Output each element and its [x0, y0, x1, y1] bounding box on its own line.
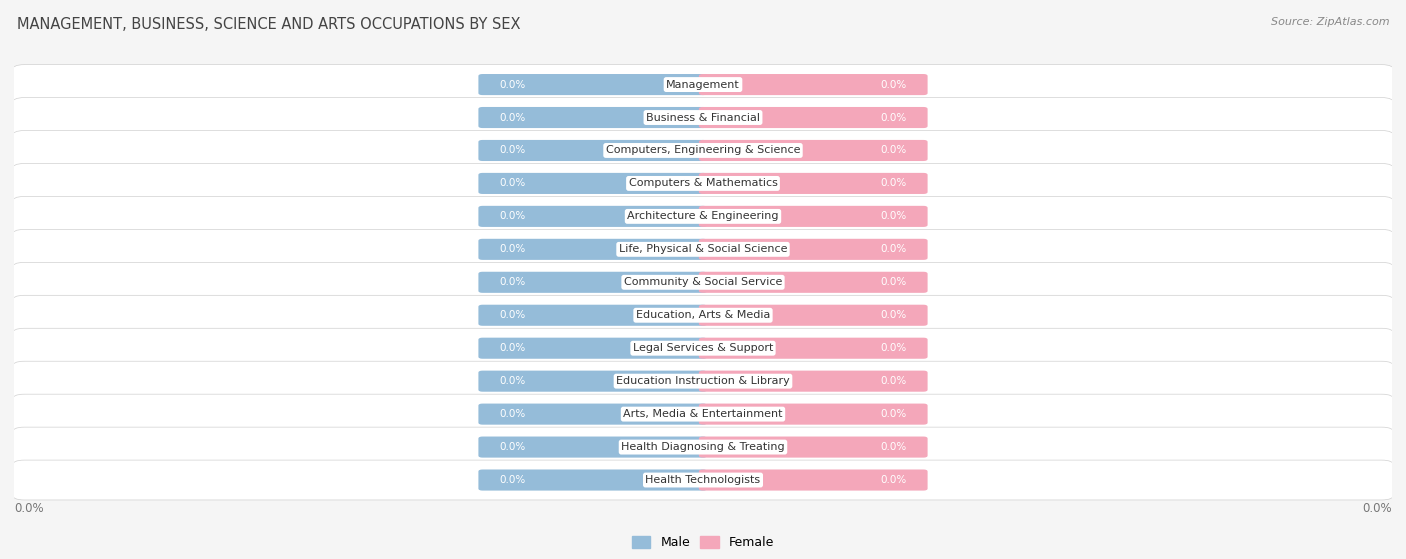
Text: Computers, Engineering & Science: Computers, Engineering & Science — [606, 145, 800, 155]
Text: 0.0%: 0.0% — [499, 442, 526, 452]
Text: MANAGEMENT, BUSINESS, SCIENCE AND ARTS OCCUPATIONS BY SEX: MANAGEMENT, BUSINESS, SCIENCE AND ARTS O… — [17, 17, 520, 32]
Legend: Male, Female: Male, Female — [627, 531, 779, 555]
Text: 0.0%: 0.0% — [880, 343, 907, 353]
FancyBboxPatch shape — [13, 262, 1393, 302]
Text: 0.0%: 0.0% — [499, 310, 526, 320]
Text: Business & Financial: Business & Financial — [645, 112, 761, 122]
FancyBboxPatch shape — [699, 404, 928, 425]
Text: Health Diagnosing & Treating: Health Diagnosing & Treating — [621, 442, 785, 452]
FancyBboxPatch shape — [699, 206, 928, 227]
FancyBboxPatch shape — [13, 163, 1393, 203]
Text: 0.0%: 0.0% — [1362, 503, 1392, 515]
Text: Health Technologists: Health Technologists — [645, 475, 761, 485]
Text: 0.0%: 0.0% — [499, 409, 526, 419]
Text: 0.0%: 0.0% — [880, 112, 907, 122]
Text: 0.0%: 0.0% — [499, 145, 526, 155]
FancyBboxPatch shape — [699, 272, 928, 293]
Text: 0.0%: 0.0% — [499, 211, 526, 221]
Text: 0.0%: 0.0% — [499, 376, 526, 386]
FancyBboxPatch shape — [699, 140, 928, 161]
Text: 0.0%: 0.0% — [880, 178, 907, 188]
Text: 0.0%: 0.0% — [499, 343, 526, 353]
FancyBboxPatch shape — [478, 140, 707, 161]
Text: Education Instruction & Library: Education Instruction & Library — [616, 376, 790, 386]
Text: 0.0%: 0.0% — [499, 475, 526, 485]
Text: 0.0%: 0.0% — [880, 409, 907, 419]
FancyBboxPatch shape — [699, 107, 928, 128]
Text: 0.0%: 0.0% — [880, 376, 907, 386]
Text: Source: ZipAtlas.com: Source: ZipAtlas.com — [1271, 17, 1389, 27]
FancyBboxPatch shape — [13, 361, 1393, 401]
FancyBboxPatch shape — [699, 371, 928, 392]
FancyBboxPatch shape — [478, 173, 707, 194]
Text: Life, Physical & Social Science: Life, Physical & Social Science — [619, 244, 787, 254]
FancyBboxPatch shape — [13, 328, 1393, 368]
Text: 0.0%: 0.0% — [880, 211, 907, 221]
FancyBboxPatch shape — [13, 295, 1393, 335]
FancyBboxPatch shape — [13, 394, 1393, 434]
FancyBboxPatch shape — [699, 470, 928, 491]
Text: Education, Arts & Media: Education, Arts & Media — [636, 310, 770, 320]
FancyBboxPatch shape — [699, 338, 928, 359]
FancyBboxPatch shape — [478, 74, 707, 95]
FancyBboxPatch shape — [478, 437, 707, 458]
Text: 0.0%: 0.0% — [880, 79, 907, 89]
Text: 0.0%: 0.0% — [499, 112, 526, 122]
FancyBboxPatch shape — [478, 206, 707, 227]
Text: 0.0%: 0.0% — [14, 503, 44, 515]
FancyBboxPatch shape — [478, 470, 707, 491]
FancyBboxPatch shape — [699, 437, 928, 458]
Text: 0.0%: 0.0% — [499, 277, 526, 287]
Text: 0.0%: 0.0% — [880, 244, 907, 254]
Text: Arts, Media & Entertainment: Arts, Media & Entertainment — [623, 409, 783, 419]
Text: Architecture & Engineering: Architecture & Engineering — [627, 211, 779, 221]
Text: Management: Management — [666, 79, 740, 89]
FancyBboxPatch shape — [478, 305, 707, 326]
FancyBboxPatch shape — [478, 272, 707, 293]
FancyBboxPatch shape — [478, 239, 707, 260]
FancyBboxPatch shape — [699, 305, 928, 326]
Text: 0.0%: 0.0% — [880, 475, 907, 485]
Text: Legal Services & Support: Legal Services & Support — [633, 343, 773, 353]
FancyBboxPatch shape — [699, 173, 928, 194]
Text: 0.0%: 0.0% — [499, 244, 526, 254]
FancyBboxPatch shape — [13, 427, 1393, 467]
FancyBboxPatch shape — [478, 338, 707, 359]
Text: Community & Social Service: Community & Social Service — [624, 277, 782, 287]
FancyBboxPatch shape — [13, 229, 1393, 269]
Text: 0.0%: 0.0% — [880, 145, 907, 155]
FancyBboxPatch shape — [478, 404, 707, 425]
FancyBboxPatch shape — [478, 107, 707, 128]
FancyBboxPatch shape — [13, 65, 1393, 105]
FancyBboxPatch shape — [13, 98, 1393, 138]
Text: 0.0%: 0.0% — [880, 277, 907, 287]
Text: Computers & Mathematics: Computers & Mathematics — [628, 178, 778, 188]
FancyBboxPatch shape — [478, 371, 707, 392]
FancyBboxPatch shape — [699, 239, 928, 260]
Text: 0.0%: 0.0% — [880, 442, 907, 452]
FancyBboxPatch shape — [13, 131, 1393, 170]
FancyBboxPatch shape — [699, 74, 928, 95]
FancyBboxPatch shape — [13, 196, 1393, 236]
Text: 0.0%: 0.0% — [880, 310, 907, 320]
Text: 0.0%: 0.0% — [499, 79, 526, 89]
Text: 0.0%: 0.0% — [499, 178, 526, 188]
FancyBboxPatch shape — [13, 460, 1393, 500]
